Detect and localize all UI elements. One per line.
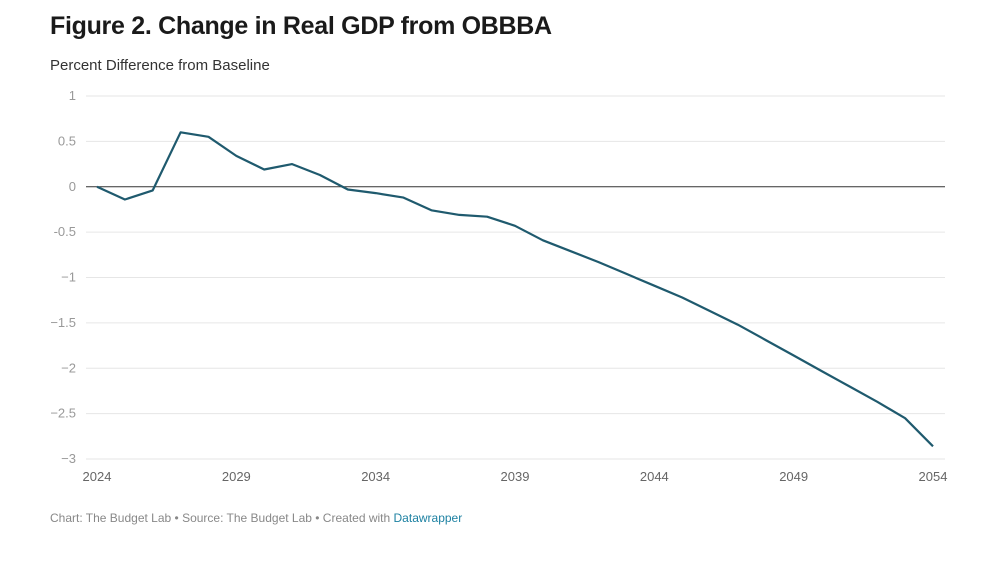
x-tick-label: 2054 (919, 469, 948, 484)
chart-footer: Chart: The Budget Lab • Source: The Budg… (50, 511, 462, 525)
x-tick-label: 2034 (361, 469, 390, 484)
x-tick-label: 2049 (779, 469, 808, 484)
y-tick-label: −2.5 (50, 406, 76, 421)
x-tick-label: 2044 (640, 469, 669, 484)
chart-subtitle: Percent Difference from Baseline (50, 57, 270, 74)
y-tick-label: −1.5 (50, 315, 76, 330)
line-chart: 1 0.5 0 -0.5 −1 −1.5 −2 −2.5 −3 2024 2029 2034 2039 2… (50, 88, 948, 484)
y-tick-label: 0 (69, 179, 76, 194)
y-tick-label: 0.5 (58, 133, 76, 148)
x-tick-label: 2039 (501, 469, 530, 484)
y-tick-label: −2 (61, 360, 76, 375)
y-tick-label: −3 (61, 451, 76, 466)
chart-title: Figure 2. Change in Real GDP from OBBBA (50, 12, 552, 40)
datawrapper-link[interactable]: Datawrapper (393, 511, 463, 525)
x-tick-label: 2024 (83, 469, 112, 484)
series-line (96, 131, 934, 448)
y-tick-label: 1 (69, 88, 76, 103)
y-tick-label: -0.5 (54, 224, 76, 239)
footer-credit: Chart: The Budget Lab • Source: The Budg… (50, 511, 394, 525)
x-tick-label: 2029 (222, 469, 251, 484)
y-tick-label: −1 (61, 270, 76, 285)
